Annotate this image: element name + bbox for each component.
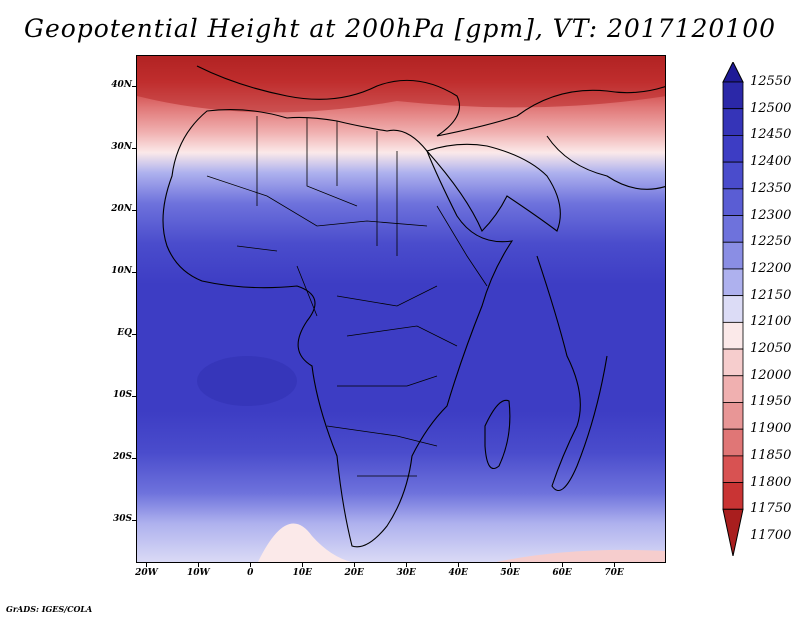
- colorbar-level-label: 11950: [750, 394, 792, 410]
- colorbar: [722, 62, 744, 556]
- lon-tick-label: 30E: [396, 568, 416, 578]
- lon-tick-mark: [302, 563, 304, 567]
- colorbar-swatch: [722, 402, 744, 430]
- colorbar-level-label: 12450: [750, 127, 792, 143]
- colorbar-swatch: [722, 108, 744, 136]
- lat-tick-mark: [132, 395, 136, 397]
- lat-tick-label: 20S: [112, 451, 132, 462]
- lat-tick-label: 10N: [111, 265, 132, 276]
- height-band-north: [137, 56, 665, 113]
- lon-tick-mark: [458, 563, 460, 567]
- footer-credit: GrADS: IGES/COLA: [6, 604, 93, 614]
- height-patch-south: [258, 523, 352, 562]
- lat-tick-label: 30S: [112, 513, 132, 524]
- colorbar-level-label: 12000: [750, 367, 792, 383]
- lon-tick-label: 60E: [552, 568, 572, 578]
- lon-tick-mark: [198, 563, 200, 567]
- map-panel: [136, 55, 666, 563]
- lon-tick-label: 0: [247, 568, 254, 578]
- colorbar-level-label: 12250: [750, 234, 792, 250]
- colorbar-level-label: 11850: [750, 447, 792, 463]
- colorbar-level-label: 12050: [750, 341, 792, 357]
- colorbar-swatch: [722, 215, 744, 243]
- colorbar-swatch: [722, 428, 744, 457]
- colorbar-swatch: [722, 135, 744, 163]
- colorbar-swatch: [722, 188, 744, 216]
- lon-tick-mark: [354, 563, 356, 567]
- lon-tick-mark: [146, 563, 148, 567]
- lat-tick-label: 40N: [111, 79, 132, 90]
- lon-tick-mark: [510, 563, 512, 567]
- colorbar-bottom-arrow: [722, 508, 744, 556]
- colorbar-level-label: 11900: [750, 421, 792, 437]
- lat-tick-mark: [132, 85, 136, 87]
- colorbar-swatch: [722, 161, 744, 190]
- colorbar-level-label: 12150: [750, 287, 792, 303]
- lat-tick-label: 10S: [112, 389, 132, 400]
- lat-tick-mark: [132, 147, 136, 149]
- colorbar-top-arrow: [722, 62, 744, 83]
- colorbar-level-label: 11750: [750, 501, 792, 517]
- lon-tick-mark: [562, 563, 564, 567]
- colorbar-level-label: 12300: [750, 207, 792, 223]
- lon-tick-label: 10W: [187, 568, 210, 578]
- lat-tick-label: EQ: [117, 327, 132, 338]
- geopotential-map: [137, 56, 665, 562]
- lon-tick-label: 70E: [604, 568, 624, 578]
- lon-tick-mark: [406, 563, 408, 567]
- lon-tick-label: 20E: [344, 568, 364, 578]
- colorbar-swatch: [722, 268, 744, 297]
- height-field: [137, 56, 665, 562]
- colorbar-swatch: [722, 241, 744, 270]
- country-borders: [206, 116, 488, 477]
- colorbar-swatch: [722, 348, 744, 377]
- colorbar-level-label: 12400: [750, 154, 792, 170]
- lat-tick-label: 30N: [111, 141, 132, 152]
- colorbar-level-label: 12100: [750, 314, 792, 330]
- height-patch-southeast: [496, 549, 665, 562]
- lon-tick-mark: [250, 563, 252, 567]
- colorbar-swatch: [722, 81, 744, 110]
- colorbar-level-label: 12500: [750, 100, 792, 116]
- lat-tick-mark: [132, 519, 136, 521]
- map-title: Geopotential Height at 200hPa [gpm], VT:…: [23, 14, 777, 43]
- height-core-west: [197, 356, 297, 406]
- colorbar-level-label: 12550: [750, 74, 792, 89]
- lat-tick-mark: [132, 457, 136, 459]
- lat-tick-label: 20N: [111, 203, 132, 214]
- lon-tick-mark: [614, 563, 616, 567]
- colorbar-swatch: [722, 295, 744, 323]
- lat-tick-mark: [132, 333, 136, 335]
- lon-tick-label: 10E: [292, 568, 312, 578]
- lon-tick-label: 20W: [135, 568, 158, 578]
- colorbar-swatch: [722, 321, 744, 350]
- colorbar-swatch: [722, 455, 744, 483]
- coastlines: [162, 65, 665, 548]
- colorbar-level-label: 11800: [750, 474, 792, 490]
- colorbar-level-label: 12200: [750, 260, 792, 276]
- colorbar-swatch: [722, 482, 744, 510]
- colorbar-swatch: [722, 375, 744, 403]
- lon-tick-label: 50E: [500, 568, 520, 578]
- lat-tick-mark: [132, 271, 136, 273]
- lon-tick-label: 40E: [448, 568, 468, 578]
- colorbar-level-label: 11700: [750, 528, 792, 543]
- colorbar-level-label: 12350: [750, 180, 792, 196]
- lat-tick-mark: [132, 209, 136, 211]
